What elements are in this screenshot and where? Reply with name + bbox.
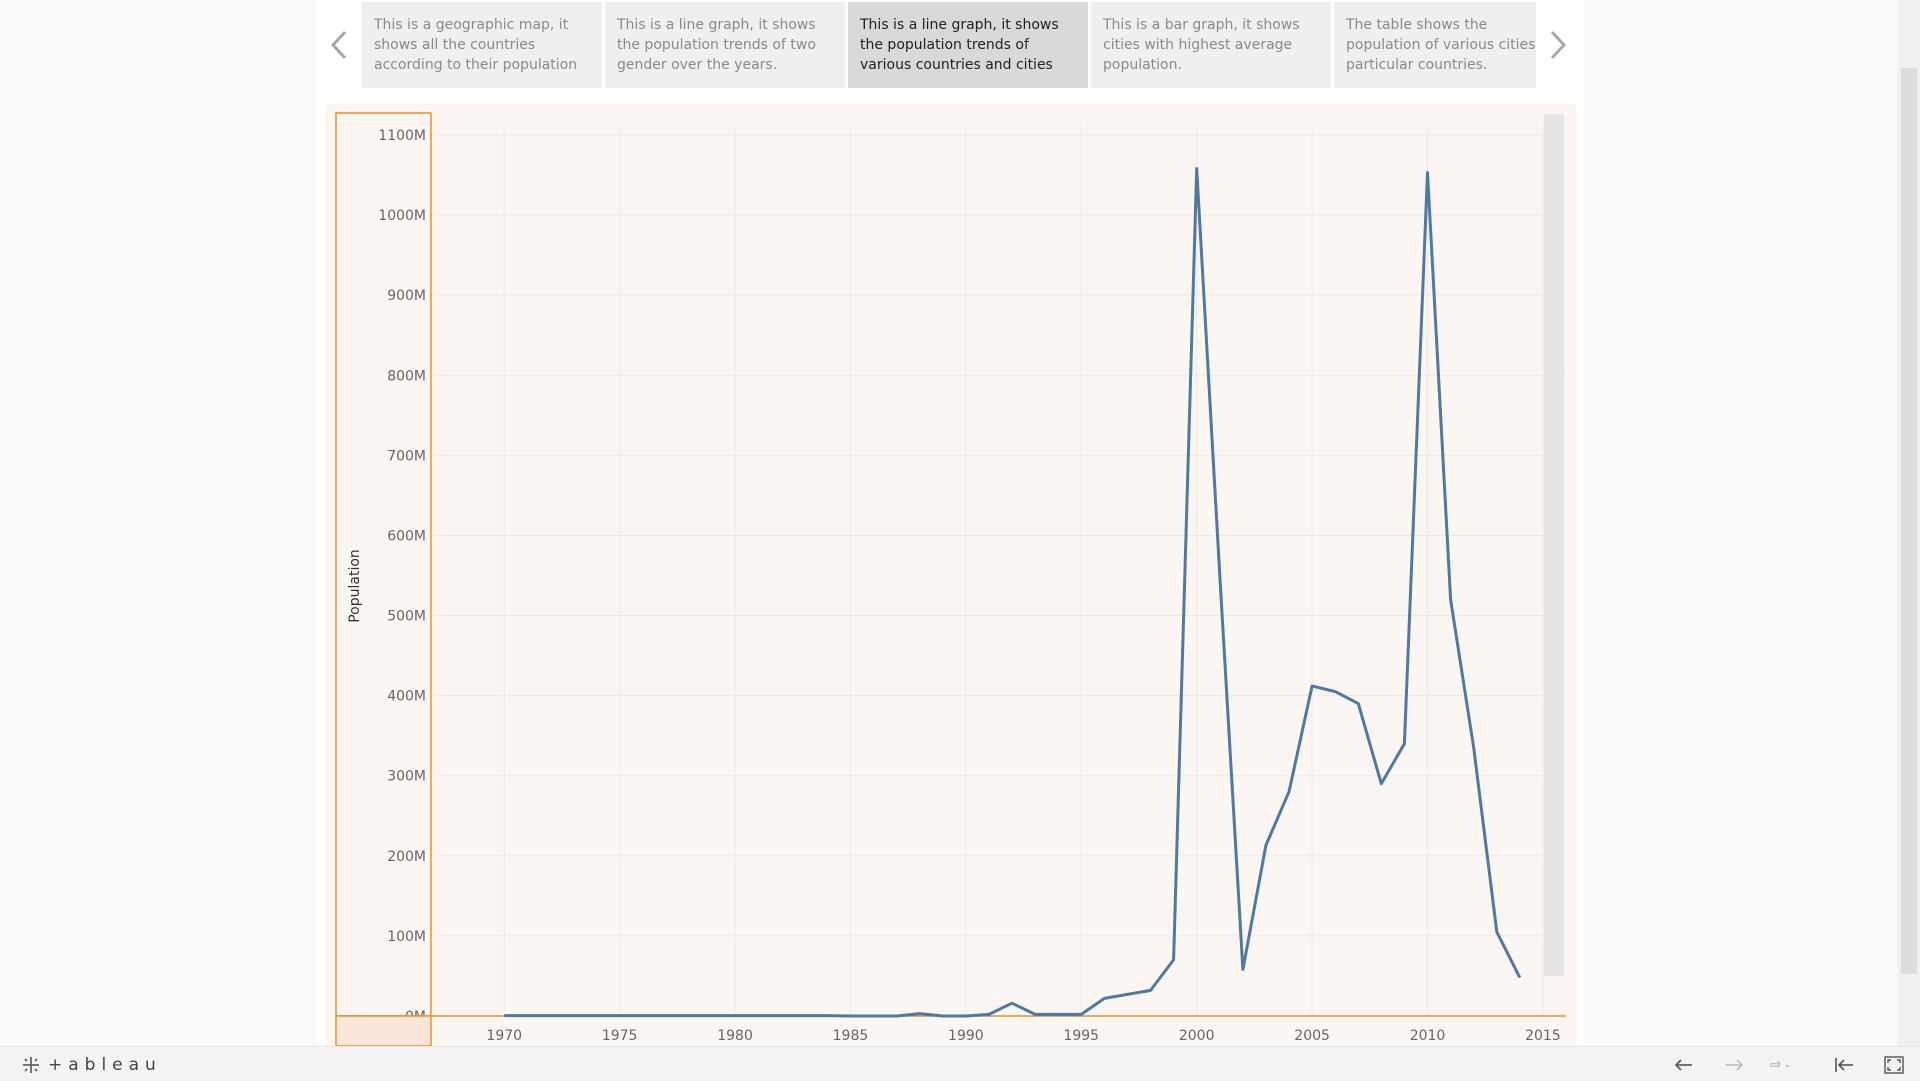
y-tick-label: 900M [387, 288, 426, 304]
x-tick-label: 1985 [833, 1028, 869, 1044]
plot-background [326, 104, 1576, 1046]
x-tick-label: 1975 [602, 1028, 638, 1044]
tableau-wordmark: +ableau [48, 1055, 162, 1075]
page-scrollbar-thumb[interactable] [1901, 68, 1917, 974]
story-point-5[interactable]: The table shows the population of variou… [1334, 2, 1536, 88]
y-tick-label: 800M [387, 368, 426, 384]
y-axis: 0M100M200M300M400M500M600M700M800M900M10… [335, 112, 432, 1025]
revert-icon [1770, 1060, 1790, 1068]
chart-scrollbar[interactable] [1544, 114, 1564, 976]
story-point-2[interactable]: This is a line graph, it shows the popul… [605, 2, 845, 88]
story-point-3[interactable]: This is a line graph, it shows the popul… [848, 2, 1088, 88]
tableau-cross-icon [23, 1057, 39, 1073]
next-story-point-button[interactable] [1537, 24, 1577, 66]
reset-icon [1835, 1058, 1853, 1072]
y-tick-label: 700M [387, 448, 426, 464]
redo-button[interactable] [1722, 1055, 1746, 1075]
y-tick-label: 500M [387, 609, 426, 625]
y-tick-label: 1100M [378, 128, 426, 144]
redo-icon [1726, 1059, 1744, 1071]
x-tick-label: 1990 [948, 1028, 984, 1044]
y-tick-label: 600M [387, 528, 426, 544]
y-tick-label: 1000M [378, 208, 426, 224]
chart-area: 0M100M200M300M400M500M600M700M800M900M10… [326, 104, 1576, 1047]
series-layer [504, 167, 1522, 1018]
undo-icon [1674, 1059, 1692, 1071]
gridlines [435, 125, 1566, 1017]
axis-corner-box [335, 1015, 432, 1047]
y-tick-label: 100M [387, 929, 426, 945]
y-tick-label: 400M [387, 689, 426, 705]
line-chart: 0M100M200M300M400M500M600M700M800M900M10… [326, 104, 1576, 1047]
fullscreen-icon [1884, 1056, 1904, 1074]
x-tick-label: 1980 [717, 1028, 753, 1044]
page-scrollbar[interactable] [1898, 0, 1920, 1046]
revert-button[interactable] [1768, 1055, 1804, 1075]
previous-story-point-button[interactable] [320, 24, 360, 66]
story-point-1[interactable]: This is a geographic map, it shows all t… [362, 2, 602, 88]
tableau-logo[interactable]: +ableau [20, 1054, 162, 1076]
chevron-right-icon [1550, 30, 1567, 60]
x-tick-label: 1970 [486, 1028, 522, 1044]
x-tick-label: 2010 [1410, 1028, 1446, 1044]
series-line[interactable] [504, 167, 1522, 1018]
bottom-toolbar: +ableau [0, 1046, 1920, 1081]
x-tick-label: 2005 [1294, 1028, 1330, 1044]
x-tick-label: 2000 [1179, 1028, 1215, 1044]
chevron-left-icon [330, 30, 347, 60]
fullscreen-button[interactable] [1882, 1055, 1906, 1075]
story-points-strip: This is a geographic map, it shows all t… [362, 2, 1536, 88]
reset-button[interactable] [1832, 1055, 1856, 1075]
undo-button[interactable] [1672, 1055, 1696, 1075]
story-point-4[interactable]: This is a bar graph, it shows cities wit… [1091, 2, 1331, 88]
x-tick-label: 2015 [1525, 1028, 1561, 1044]
x-tick-label: 1995 [1063, 1028, 1099, 1044]
y-axis-title: Population [347, 549, 363, 623]
y-tick-label: 200M [387, 849, 426, 865]
y-tick-label: 300M [387, 769, 426, 785]
